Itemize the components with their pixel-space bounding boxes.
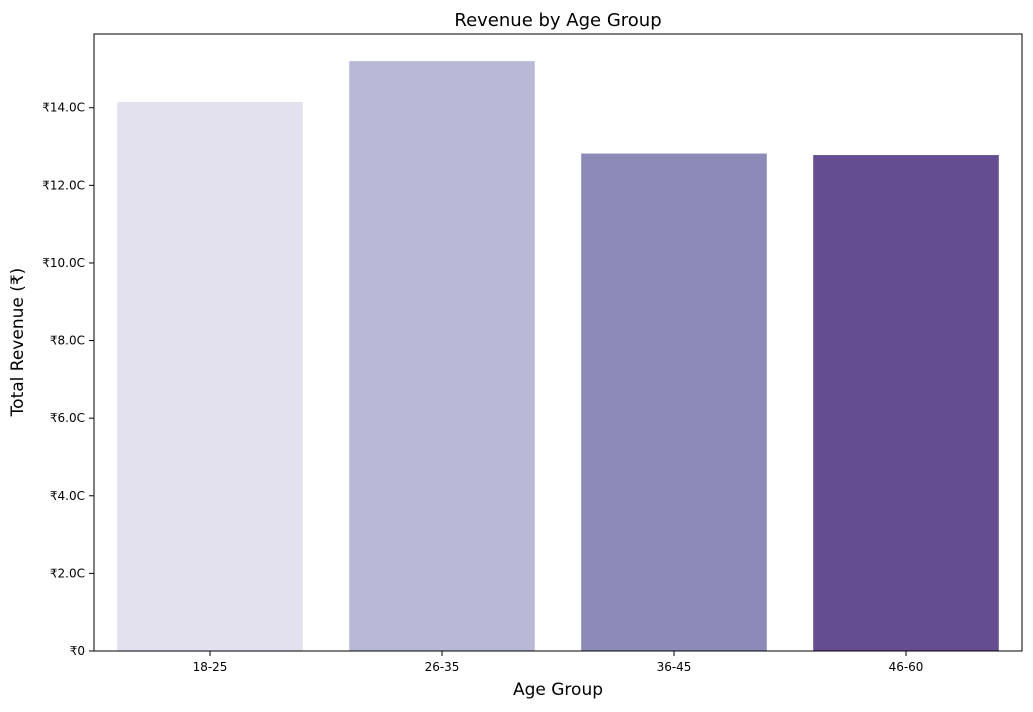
bars-group [117,61,999,652]
y-tick-label: ₹4.0C [50,489,85,503]
y-tick-label: ₹0 [70,644,85,658]
bar-46-60 [813,155,999,651]
y-tick-label: ₹12.0C [42,178,85,192]
plot-frame [93,33,1023,652]
x-tick-label: 36-45 [657,660,692,674]
x-tick-label: 18-25 [193,660,228,674]
y-axis-ticks: ₹0 ₹2.0C ₹4.0C ₹6.0C ₹8.0C ₹10.0C ₹12.0C ₹14.0C [42,101,94,658]
chart-title: Revenue by Age Group [454,10,661,31]
y-tick-label: ₹8.0C [50,334,85,348]
x-tick-label: 26-35 [425,660,460,674]
bar-26-35 [349,61,535,652]
x-axis-label: Age Group [513,680,603,700]
y-tick-label: ₹2.0C [50,566,85,580]
y-tick-label: ₹6.0C [50,411,85,425]
bar-36-45 [581,153,767,651]
y-tick-label: ₹10.0C [42,256,85,270]
y-axis-label: Total Revenue (₹) [8,268,28,418]
x-axis-ticks: 18-25 26-35 36-45 46-60 [193,651,924,674]
y-tick-label: ₹14.0C [42,101,85,115]
x-tick-label: 46-60 [889,660,924,674]
bar-18-25 [117,101,303,651]
